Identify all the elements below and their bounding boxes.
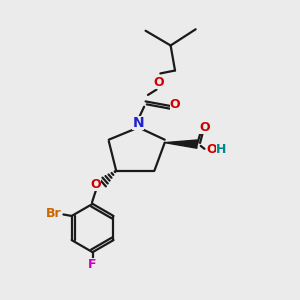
Text: Br: Br xyxy=(46,207,62,220)
Text: O: O xyxy=(90,178,101,191)
Polygon shape xyxy=(165,140,197,148)
Text: O: O xyxy=(206,143,217,157)
Text: H: H xyxy=(216,143,227,157)
Text: O: O xyxy=(170,98,180,111)
Text: F: F xyxy=(88,258,97,271)
Text: N: N xyxy=(132,116,144,130)
Text: O: O xyxy=(199,122,210,134)
Text: O: O xyxy=(154,76,164,89)
